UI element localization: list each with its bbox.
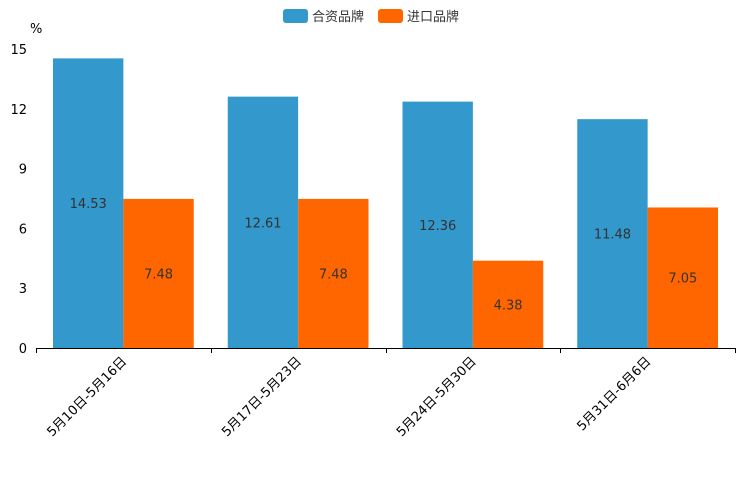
data-label: 14.53 bbox=[70, 197, 107, 212]
bar bbox=[577, 119, 648, 348]
bar bbox=[402, 101, 473, 349]
data-label: 11.48 bbox=[594, 228, 631, 243]
legend-label: 合资品牌 bbox=[312, 9, 364, 25]
x-axis: 5月10日-5月16日 5月17日-5月23日 5月24日-5月30日 5月31日-6… bbox=[36, 348, 736, 440]
legend-label: 进口品牌 bbox=[407, 9, 459, 25]
y-axis-label: % bbox=[30, 22, 42, 37]
y-tick-label: 9 bbox=[19, 163, 27, 178]
legend: 合资品牌 进口品牌 bbox=[283, 9, 459, 25]
bar bbox=[53, 58, 124, 349]
data-label: 7.48 bbox=[144, 267, 173, 282]
data-label: 12.61 bbox=[244, 216, 281, 231]
y-axis: 0 3 6 9 12 15 bbox=[10, 43, 27, 357]
y-tick-label: 15 bbox=[10, 43, 27, 58]
bar bbox=[472, 260, 544, 348]
bars: 14.53 12.61 12.36 11.48 7.48 7.48 4.38 7.05 bbox=[53, 58, 718, 349]
legend-swatch bbox=[378, 9, 403, 23]
data-label: 7.05 bbox=[668, 272, 697, 287]
x-tick-label: 5月24日-5月30日 bbox=[394, 354, 480, 440]
x-tick-label: 5月31日-6月6日 bbox=[575, 354, 655, 434]
bar bbox=[298, 198, 369, 348]
bar bbox=[227, 96, 299, 349]
x-tick-label: 5月17日-5月23日 bbox=[219, 354, 305, 440]
y-tick-label: 6 bbox=[19, 222, 27, 237]
legend-swatch bbox=[283, 9, 308, 23]
data-label: 4.38 bbox=[494, 298, 523, 313]
bar bbox=[123, 198, 194, 348]
y-tick-label: 3 bbox=[19, 282, 27, 297]
y-tick-label: 0 bbox=[19, 342, 27, 357]
x-tick-label: 5月10日-5月16日 bbox=[44, 354, 130, 440]
y-tick-label: 12 bbox=[10, 103, 27, 118]
data-label: 7.48 bbox=[319, 267, 348, 282]
bar bbox=[647, 207, 718, 348]
data-label: 12.36 bbox=[419, 219, 456, 234]
